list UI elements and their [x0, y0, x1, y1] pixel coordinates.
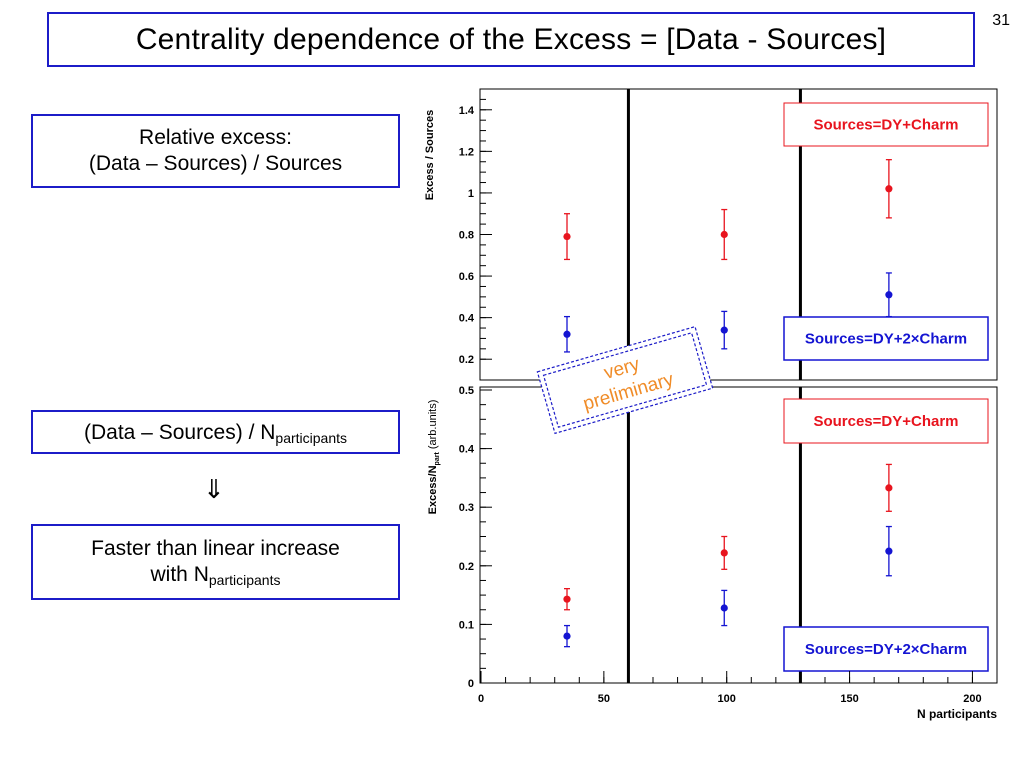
down-arrow-icon: ⇓: [203, 474, 225, 504]
relative-excess-box: Relative excess: (Data – Sources) / Sour…: [31, 114, 400, 188]
y-axis-label-unit: (arb.units): [427, 400, 439, 453]
excess-per-participant-box: (Data – Sources) / Nparticipants: [31, 410, 400, 454]
x-axis-label: N participants: [917, 707, 997, 721]
excess-per-participant-panel: 0 0.1 0.2 0.3 0.4 0.5 Sources=DY+Charm Sources=…: [427, 385, 998, 721]
legend-box: [783, 626, 989, 672]
legend-box: [783, 398, 989, 444]
conclusion-line-1: Faster than linear increase: [91, 537, 340, 560]
x-tick-label: 150: [840, 693, 858, 705]
data-point: [885, 547, 893, 555]
y-tick-label: 1.2: [459, 146, 474, 158]
x-axis-label-sub: participants: [926, 707, 998, 721]
x-tick-label: 0: [478, 693, 484, 705]
slide-number: 31: [992, 12, 1010, 29]
data-point: [563, 232, 571, 241]
relative-excess-panel: 0.2 0.4 0.6 0.8 1 1.2 1.4 Sources=DY+Charm Sourc…: [424, 88, 998, 381]
legend-box: [783, 102, 989, 147]
y-axis-label-main: Excess/N: [427, 465, 439, 514]
x-tick-label: 100: [718, 693, 736, 705]
stamp-border-outer: [536, 325, 714, 435]
legend-label: Sources=DY+2×Charm: [805, 641, 967, 658]
y-tick-label: 1.4: [459, 105, 475, 117]
y-tick-label: 1: [468, 188, 474, 200]
legend-box: [783, 316, 989, 361]
data-point: [563, 595, 571, 603]
y-axis-label: Excess/Npart (arb.units): [427, 400, 441, 515]
y-tick-label: 0: [468, 678, 474, 690]
conclusion-line-2: with N: [150, 563, 209, 586]
data-point: [885, 484, 893, 492]
relative-excess-formula: (Data – Sources) / Sources: [88, 152, 343, 175]
y-tick-label: 0.2: [459, 354, 474, 366]
data-point: [720, 326, 728, 334]
y-tick-label: 0.5: [459, 385, 474, 397]
legend-label: Sources=DY+2×Charm: [805, 331, 967, 348]
participants-subscript: participants: [275, 430, 347, 446]
y-tick-label: 0.3: [459, 502, 474, 514]
y-axis-label: Excess / Sources: [424, 110, 436, 201]
x-axis-label-main: N: [917, 707, 926, 721]
relative-excess-heading: Relative excess:: [139, 126, 292, 149]
x-tick-label: 50: [598, 693, 610, 705]
y-tick-label: 0.1: [459, 619, 474, 631]
excess-charts: 0.2 0.4 0.6 0.8 1 1.2 1.4 Sources=DY+Charm Sourc…: [424, 88, 998, 721]
y-tick-label: 0.2: [459, 561, 474, 573]
conclusion-box: Faster than linear increase with Npartic…: [31, 524, 400, 600]
data-point: [720, 549, 728, 557]
stamp-border-inner: [542, 332, 708, 428]
data-point: [885, 291, 893, 299]
y-tick-label: 0.6: [459, 271, 474, 283]
y-tick-label: 0.4: [459, 313, 475, 325]
data-point: [885, 185, 893, 193]
data-point: [563, 632, 571, 640]
y-tick-label: 0.4: [459, 444, 475, 456]
y-tick-label: 0.8: [459, 230, 474, 242]
data-point: [720, 604, 728, 612]
y-axis-label-sub: part: [434, 452, 441, 466]
slide-title: Centrality dependence of the Excess = [D…: [47, 12, 975, 67]
excess-per-participant-formula: (Data – Sources) / N: [84, 421, 276, 444]
conclusion-subscript: participants: [208, 572, 281, 588]
data-point: [563, 330, 571, 338]
data-point: [720, 230, 728, 239]
legend-label: Sources=DY+Charm: [813, 413, 958, 430]
legend-label: Sources=DY+Charm: [813, 117, 958, 134]
x-tick-label: 200: [963, 693, 981, 705]
